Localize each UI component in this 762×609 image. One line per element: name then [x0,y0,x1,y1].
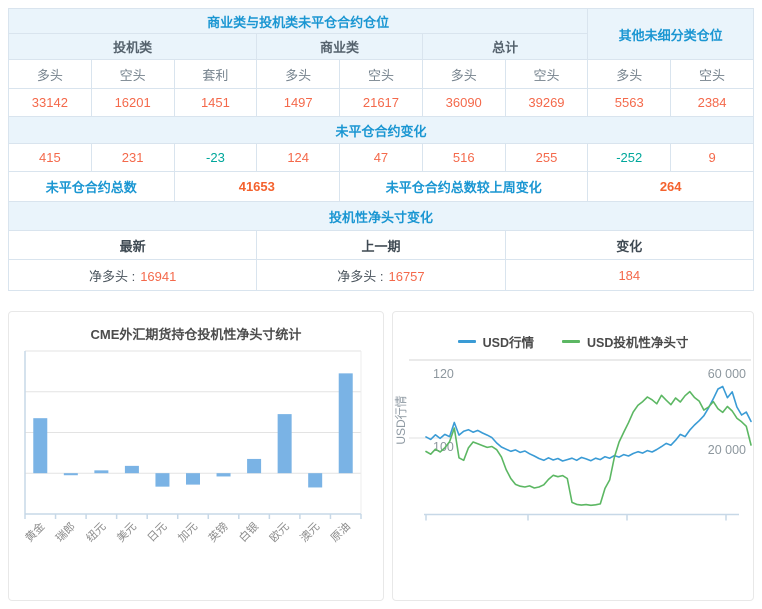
change-value: 231 [90,143,175,172]
line-chart: 120 100 60 000 20 000 USD行情 [394,359,752,521]
legend-label: USD行情 [482,335,534,350]
col-header: 多头 [256,59,341,89]
main-section-header: 商业类与投机类未平仓合约仓位 [7,8,589,34]
legend-item-usd-price[interactable]: USD行情 [457,332,534,351]
svg-text:欧元: 欧元 [267,520,292,545]
line-chart-legend: USD行情 USD投机性净头寸 [393,312,753,350]
col-header: 空头 [90,59,175,89]
net-col-header-latest: 最新 [7,230,258,260]
charts-row: CME外汇期货持仓投机性净头寸统计 黄金 瑞郎 纽元 美元 日元 加元 英镑 白银 欧元 澳元 原油… [8,311,754,601]
position-value: 1451 [173,88,258,117]
net-long-previous: 净多头 :16757 [256,259,506,291]
svg-text:120: 120 [433,367,454,381]
open-interest-weekly-change-label: 未平仓合约总数较上周变化 [339,171,589,202]
col-header: 多头 [587,59,672,89]
bar-chart-title: CME外汇期货持仓投机性净头寸统计 [90,327,302,342]
position-value: 16201 [90,88,175,117]
change-value: 47 [339,143,423,172]
col-header: 空头 [670,59,754,89]
net-long-previous-value: 16757 [388,268,425,284]
svg-text:纽元: 纽元 [83,519,108,544]
svg-text:60 000: 60 000 [708,367,746,381]
col-header: 套利 [173,59,258,89]
group-header-speculative: 投机类 [7,33,258,60]
other-section-header: 其他未细分类仓位 [587,8,754,60]
position-value: 33142 [8,88,92,117]
change-section-header: 未平仓合约变化 [8,116,754,144]
svg-text:100: 100 [433,440,454,454]
svg-text:日元: 日元 [146,521,170,545]
net-long-label: 净多头 : [337,268,384,284]
position-value: 5563 [587,88,672,117]
net-long-latest-value: 16941 [140,268,177,284]
svg-text:英镑: 英镑 [205,519,230,544]
bar-chart-card: CME外汇期货持仓投机性净头寸统计 黄金 瑞郎 纽元 美元 日元 加元 英镑 白银 欧元 澳元 原油 [8,311,384,601]
usd-net-position-line-swatch [561,339,580,343]
usd-price-line-swatch [457,339,476,343]
legend-label: USD投机性净头寸 [586,335,689,350]
col-header: 空头 [504,59,589,89]
net-long-change-value: 184 [504,259,755,291]
legend-item-usd-net-position[interactable]: USD投机性净头寸 [561,332,689,351]
position-value: 1497 [256,88,341,117]
position-value: 2384 [670,88,754,117]
svg-text:原油: 原油 [327,519,352,544]
net-position-section-header: 投机性净头寸变化 [8,201,754,231]
col-header: 多头 [8,59,92,89]
change-value: 9 [670,143,754,172]
change-value: 124 [256,143,341,172]
svg-text:澳元: 澳元 [298,520,323,545]
change-value: 415 [8,143,92,172]
open-interest-total-label: 未平仓合约总数 [8,171,175,202]
net-long-label: 净多头 : [88,268,136,284]
change-value: 516 [421,143,506,172]
position-value: 21617 [339,88,423,117]
positions-table: 商业类与投机类未平仓合约仓位 其他未细分类仓位 投机类 商业类 总计 多头 空头… [7,8,755,291]
svg-text:瑞郎: 瑞郎 [52,519,77,544]
change-value: -252 [587,143,672,172]
svg-text:美元: 美元 [114,520,139,545]
svg-text:USD行情: USD行情 [394,395,408,444]
open-interest-weekly-change-value: 264 [587,171,754,202]
change-value: 255 [504,143,589,172]
position-value: 36090 [421,88,506,117]
net-long-latest: 净多头 :16941 [7,259,258,291]
open-interest-total-value: 41653 [173,171,341,202]
svg-text:加元: 加元 [175,520,200,545]
svg-text:白银: 白银 [236,519,261,544]
position-value: 39269 [504,88,589,117]
bar-chart: 黄金 瑞郎 纽元 美元 日元 加元 英镑 白银 欧元 澳元 原油 [22,350,362,545]
svg-text:黄金: 黄金 [22,519,47,544]
col-header: 空头 [339,59,423,89]
net-col-header-previous: 上一期 [256,230,506,260]
line-chart-card: USD行情 USD投机性净头寸 120 100 60 000 20 000 USD行情 [391,311,754,601]
col-header: 多头 [421,59,506,89]
net-col-header-change: 变化 [504,230,755,260]
group-header-total: 总计 [421,33,589,60]
group-header-commercial: 商业类 [256,33,423,60]
change-value: -23 [173,143,258,172]
svg-text:20 000: 20 000 [708,443,746,457]
